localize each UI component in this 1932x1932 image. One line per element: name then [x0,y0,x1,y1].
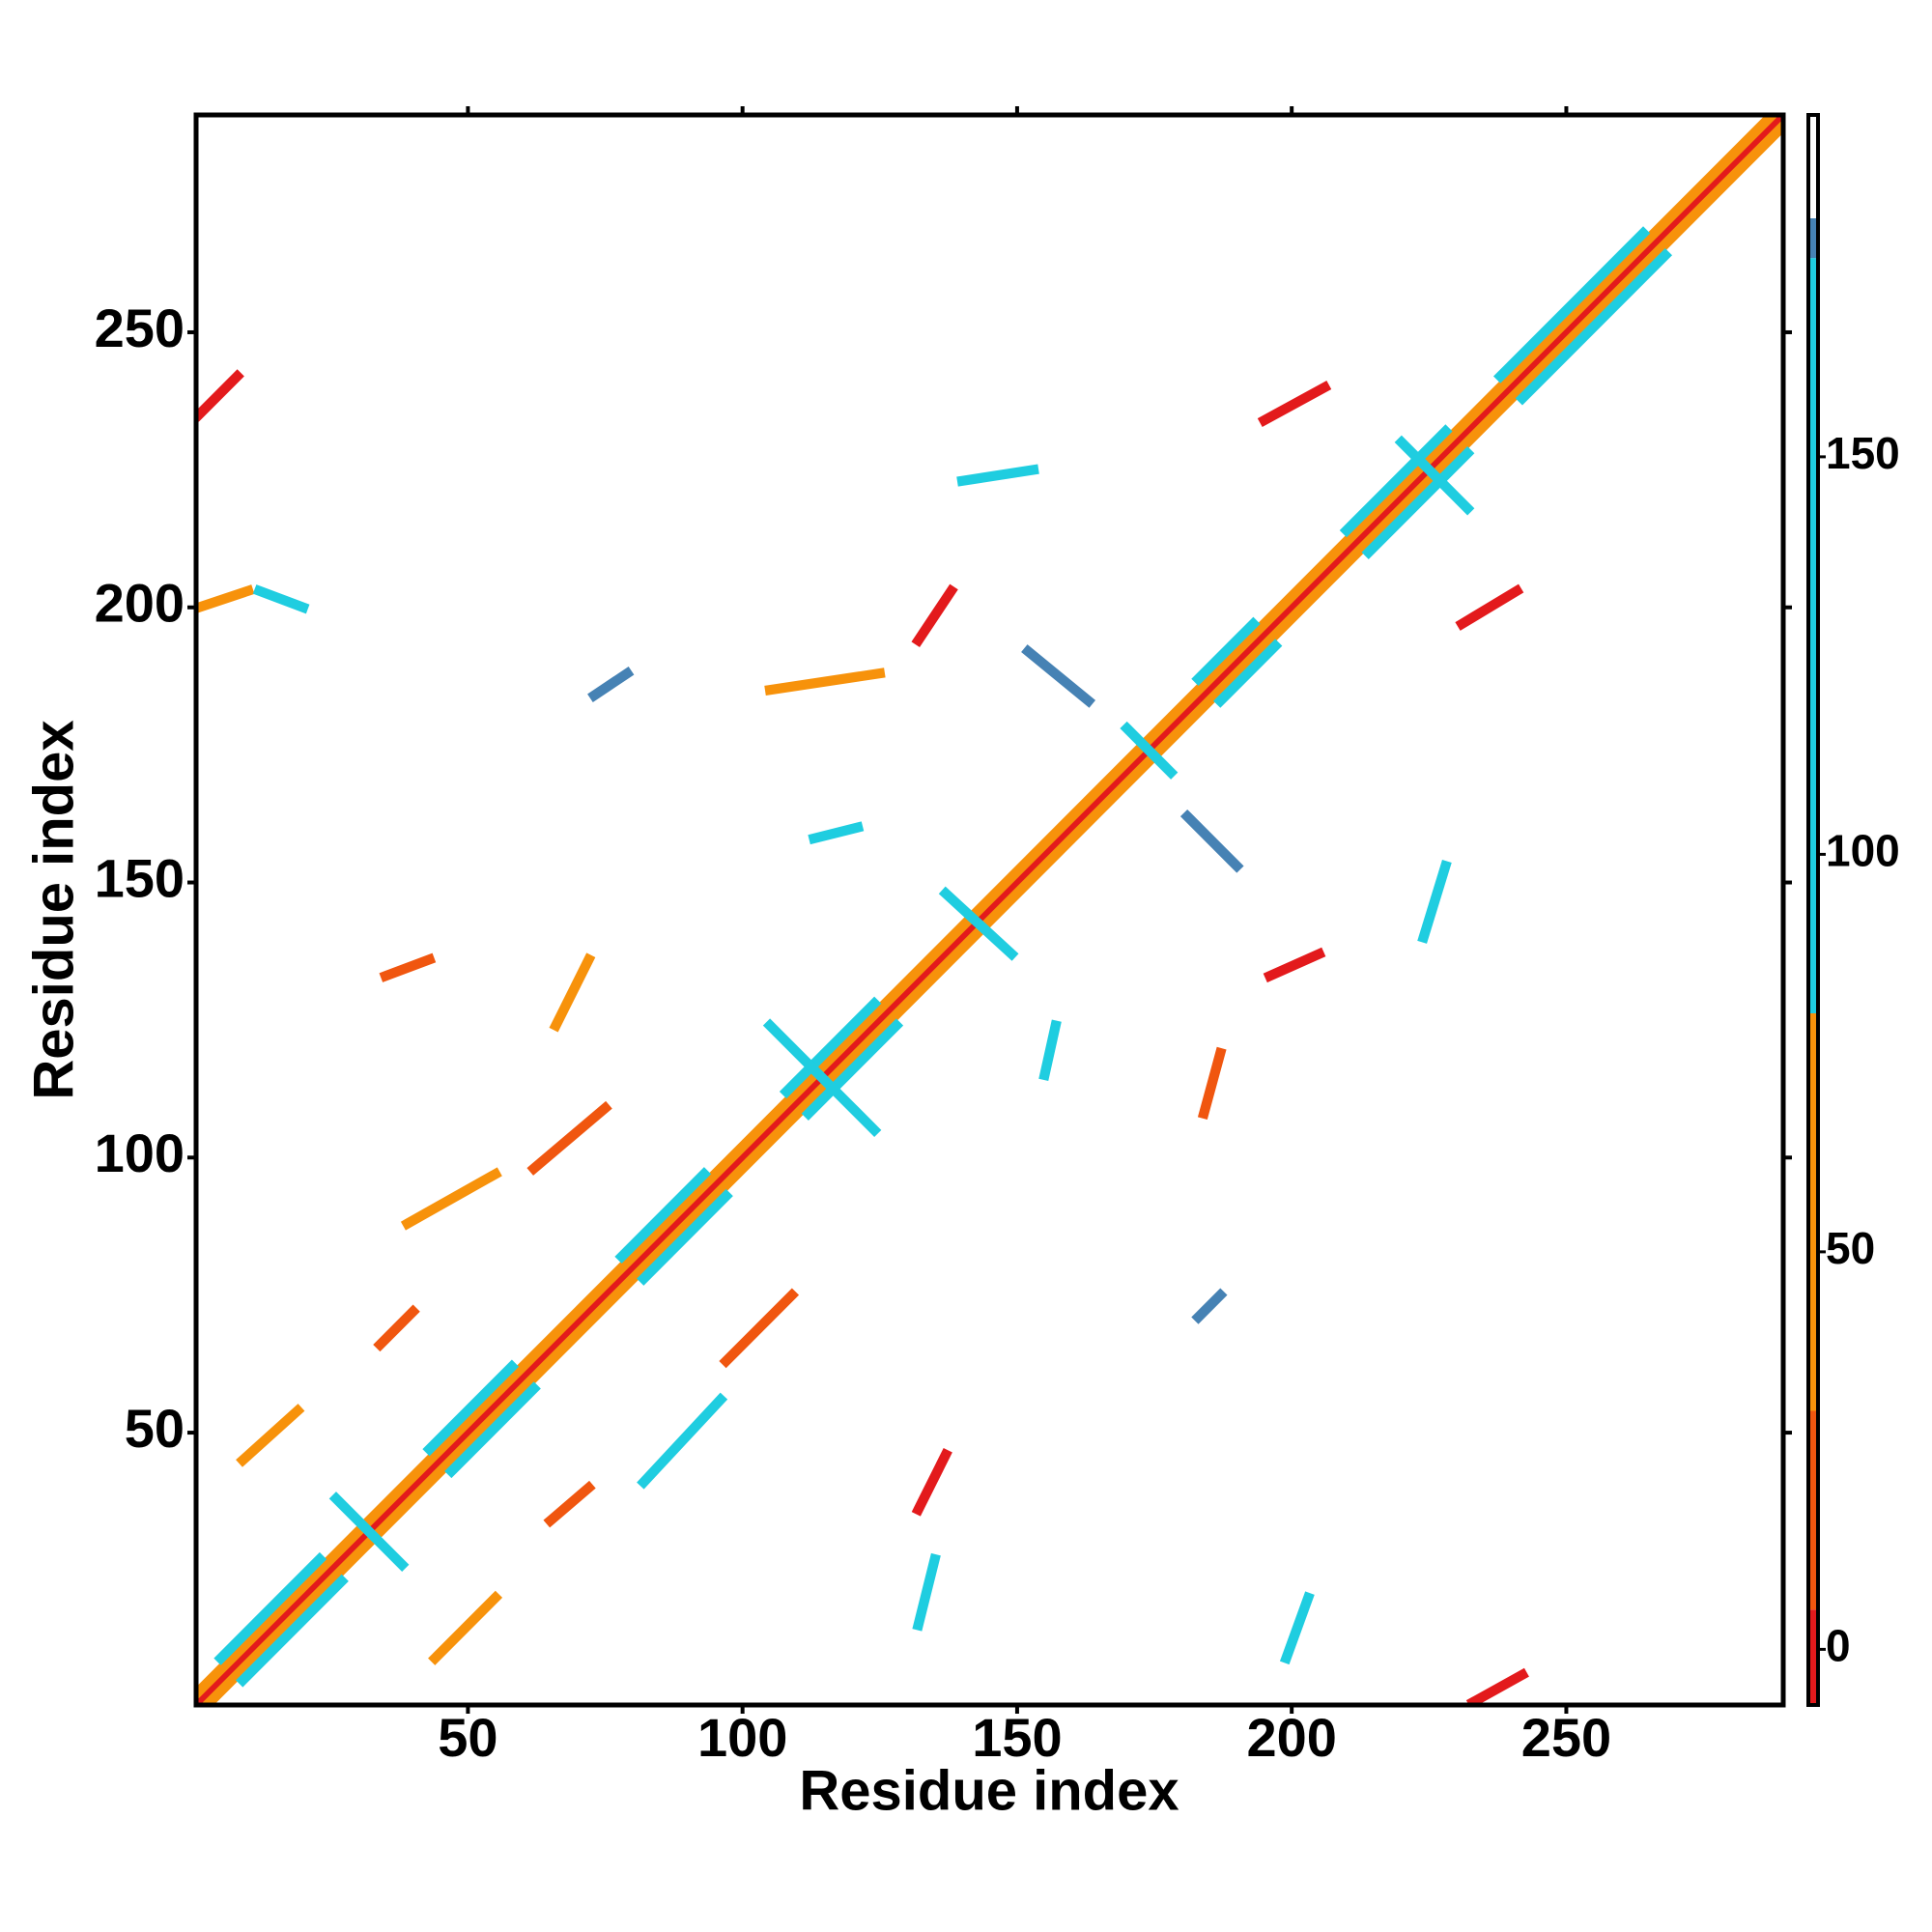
colorbar-frame [1806,113,1820,1707]
colorbar-segment [1808,115,1818,218]
contact-streak [587,666,635,702]
contact-streak [911,1447,952,1517]
x-tick-label: 250 [1521,1707,1611,1768]
x-tick-label: 200 [1246,1707,1336,1768]
y-tick-label: 100 [95,1122,185,1183]
colorbar-tick-label: 0 [1826,1621,1851,1671]
contact-streak [1394,435,1475,516]
contact-streak [328,1492,410,1573]
contact-streak [549,952,596,1033]
contact-streak [400,1167,502,1231]
contact-streak [1279,1591,1315,1665]
contact-streak [1197,1046,1227,1121]
plot-frame [193,112,1786,1708]
contact-streak [1455,583,1524,631]
contact-streak [202,122,1783,1705]
contact-streak [808,821,865,845]
contact-streak [1213,639,1283,708]
contact-streak [236,1574,349,1688]
contact-streak [1120,721,1179,780]
colorbar-tick-label: 50 [1826,1223,1875,1273]
x-axis-label: Residue index [799,1759,1179,1822]
contact-streak [196,584,255,614]
y-tick-label: 200 [95,573,185,634]
contact-streak [196,115,1777,1698]
contact-streak [1263,947,1326,983]
contact-streak [1257,380,1332,428]
contact-streak [236,1404,305,1467]
contact-streak [422,1359,520,1457]
colorbar-segment [1808,1609,1818,1705]
x-tick-label: 150 [972,1707,1062,1768]
contact-streak [911,583,958,648]
y-axis-label: Residue index [22,720,85,1099]
y-tick-label: 250 [95,298,185,358]
contact-streak [1465,1667,1529,1705]
contact-streak [762,1018,882,1138]
contact-streak [764,668,886,696]
contact-streak [637,1188,733,1286]
x-tick-label: 50 [438,1707,497,1768]
contact-streak [373,1304,420,1352]
contact-streak [1492,226,1651,384]
contact-streak [1179,809,1244,873]
contact-streak [428,1590,503,1665]
contact-streak [956,464,1039,487]
colorbar-segment [1808,1410,1818,1610]
contact-streak [196,369,244,422]
colorbar-tick-label: 100 [1826,826,1900,876]
contact-streak [1417,860,1452,944]
contact-streak [1339,424,1453,538]
contact-streak [912,1552,941,1632]
contact-streak [938,886,1019,961]
contact-streak [1191,1288,1228,1324]
contact-streak [444,1381,541,1479]
colorbar-segment [1808,217,1818,259]
y-tick-label: 150 [95,847,185,908]
contact-streak [779,996,882,1099]
contact-streak [196,115,1783,1705]
contact-streak [1191,616,1261,687]
contact-streak [543,1480,596,1528]
contact-streak [1361,446,1475,560]
x-tick-label: 100 [697,1707,787,1768]
contact-streak [1038,1019,1062,1081]
contact-streak [1021,644,1096,708]
colorbar-segment [1808,1012,1818,1411]
colorbar-segment [1808,258,1818,1013]
contact-streak [213,1551,327,1665]
contact-streak [1515,247,1673,406]
contact-streak [719,1288,800,1369]
y-tick-label: 50 [125,1398,185,1459]
contact-streak [252,584,310,614]
contact-streak [801,1018,904,1121]
contact-streak [614,1167,712,1264]
contact-streak [379,952,437,982]
colorbar-tick-label: 150 [1826,428,1900,478]
contact-streak [526,1100,612,1176]
contact-streak [637,1392,728,1490]
